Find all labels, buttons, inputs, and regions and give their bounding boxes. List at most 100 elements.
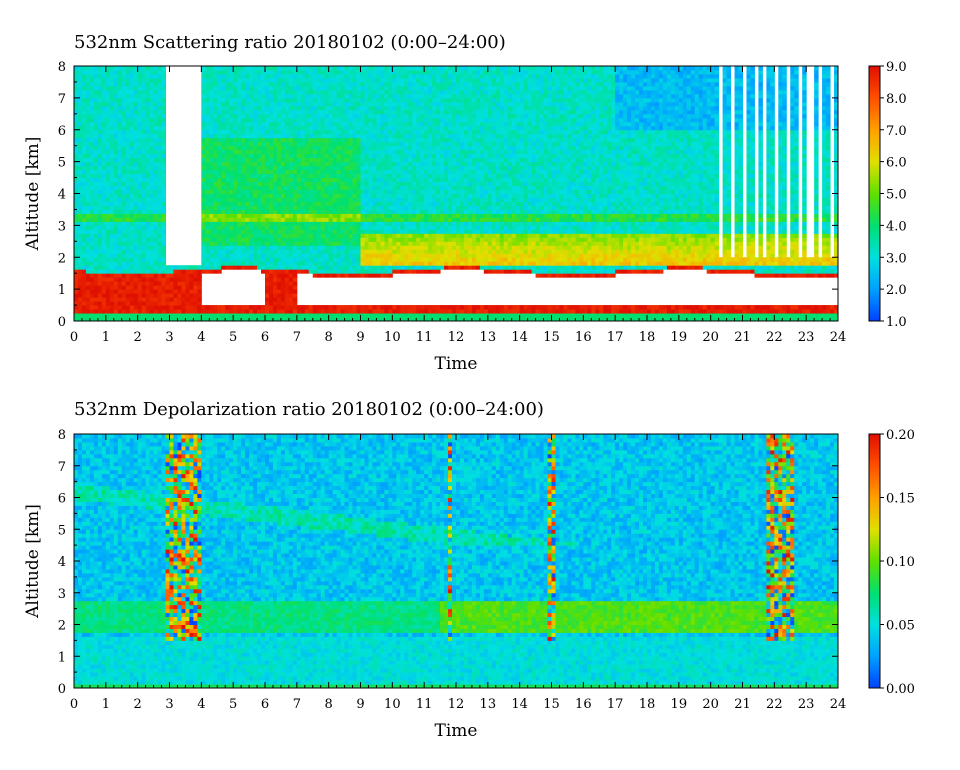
heatmap-cell [209, 69, 214, 75]
heatmap-cell [145, 105, 151, 111]
heatmap-cell [396, 265, 401, 270]
heatmap-cell [153, 281, 159, 286]
heatmap-cell [141, 181, 147, 187]
heatmap-cell [416, 161, 421, 167]
heatmap-cell [209, 89, 214, 95]
heatmap-cell [320, 197, 326, 202]
heatmap-cell [312, 201, 318, 206]
heatmap-cell [332, 229, 338, 234]
heatmap-cell [209, 117, 214, 123]
heatmap-cell [97, 141, 103, 147]
heatmap-cell [105, 209, 111, 214]
heatmap-cell [384, 305, 389, 310]
heatmap-cell [308, 129, 314, 135]
heatmap-cell [376, 121, 381, 127]
heatmap-cell [177, 293, 182, 298]
heatmap-cell [101, 249, 107, 254]
heatmap-cell [388, 197, 393, 202]
heatmap-cell [288, 293, 294, 298]
heatmap-cell [332, 265, 338, 270]
heatmap-cell [364, 141, 369, 147]
heatmap-cell [117, 149, 123, 155]
heatmap-cell [253, 81, 258, 87]
heatmap-cell [145, 145, 151, 151]
heatmap-cell [89, 205, 95, 210]
heatmap-cell [157, 93, 163, 99]
heatmap-cell [233, 129, 238, 135]
heatmap-cell [101, 181, 107, 187]
heatmap-cell [249, 93, 254, 99]
heatmap-cell [304, 125, 310, 131]
heatmap-cell [253, 89, 258, 95]
heatmap-cell [364, 185, 369, 191]
heatmap-cell [189, 269, 194, 274]
heatmap-cell [117, 141, 123, 147]
heatmap-cell [376, 69, 381, 75]
heatmap-cell [205, 157, 210, 163]
heatmap-cell [280, 313, 286, 318]
heatmap-cell [408, 209, 413, 214]
heatmap-cell [129, 137, 135, 143]
heatmap-cell [340, 69, 346, 75]
heatmap-cell [74, 269, 79, 274]
heatmap-cell [392, 161, 397, 167]
heatmap-cell [77, 137, 83, 143]
heatmap-cell [284, 265, 290, 270]
heatmap-cell [276, 85, 282, 91]
heatmap-cell [113, 237, 119, 242]
heatmap-cell [308, 121, 314, 127]
heatmap-cell [320, 169, 326, 175]
heatmap-cell [209, 125, 214, 131]
heatmap-cell [97, 269, 103, 274]
heatmap-cell [416, 189, 421, 194]
heatmap-cell [113, 141, 119, 147]
heatmap-cell [193, 317, 198, 322]
heatmap-cell [340, 161, 346, 167]
heatmap-cell [101, 173, 107, 179]
heatmap-cell [420, 121, 425, 127]
heatmap-cell [304, 66, 310, 71]
heatmap-cell [428, 69, 433, 75]
heatmap-cell [404, 229, 409, 234]
heatmap-cell [408, 137, 413, 143]
heatmap-cell [89, 185, 95, 191]
heatmap-cell [117, 73, 123, 79]
heatmap-cell [284, 161, 290, 167]
heatmap-cell [181, 313, 186, 318]
heatmap-cell [129, 285, 135, 290]
heatmap-cell [261, 317, 266, 322]
heatmap-cell [284, 69, 290, 75]
heatmap-cell [344, 249, 350, 254]
heatmap-cell [121, 241, 127, 246]
heatmap-cell [265, 249, 270, 254]
heatmap-cell [113, 77, 119, 83]
heatmap-cell [89, 161, 95, 167]
heatmap-cell [241, 173, 246, 179]
heatmap-cell [121, 181, 127, 187]
heatmap-cell [424, 209, 429, 214]
heatmap-cell [237, 181, 242, 187]
heatmap-cell [400, 81, 405, 87]
heatmap-cell [376, 133, 381, 139]
heatmap-cell [85, 313, 91, 318]
heatmap-cell [129, 101, 135, 107]
heatmap-cell [145, 133, 151, 139]
heatmap-cell [344, 309, 350, 314]
heatmap-cell [424, 257, 429, 262]
heatmap-cell [280, 249, 286, 254]
heatmap-cell [193, 277, 198, 282]
heatmap-cell [300, 141, 306, 147]
heatmap-cell [265, 66, 270, 71]
heatmap-cell [217, 181, 222, 187]
heatmap-cell [157, 105, 163, 111]
heatmap-cell [153, 229, 159, 234]
heatmap-cell [85, 89, 91, 95]
heatmap-cell [113, 73, 119, 79]
heatmap-cell [268, 193, 274, 198]
heatmap-cell [320, 109, 326, 115]
heatmap-cell [77, 297, 83, 302]
heatmap-cell [121, 201, 127, 206]
heatmap-cell [436, 257, 441, 262]
heatmap-cell [328, 201, 334, 206]
heatmap-cell [392, 153, 397, 159]
